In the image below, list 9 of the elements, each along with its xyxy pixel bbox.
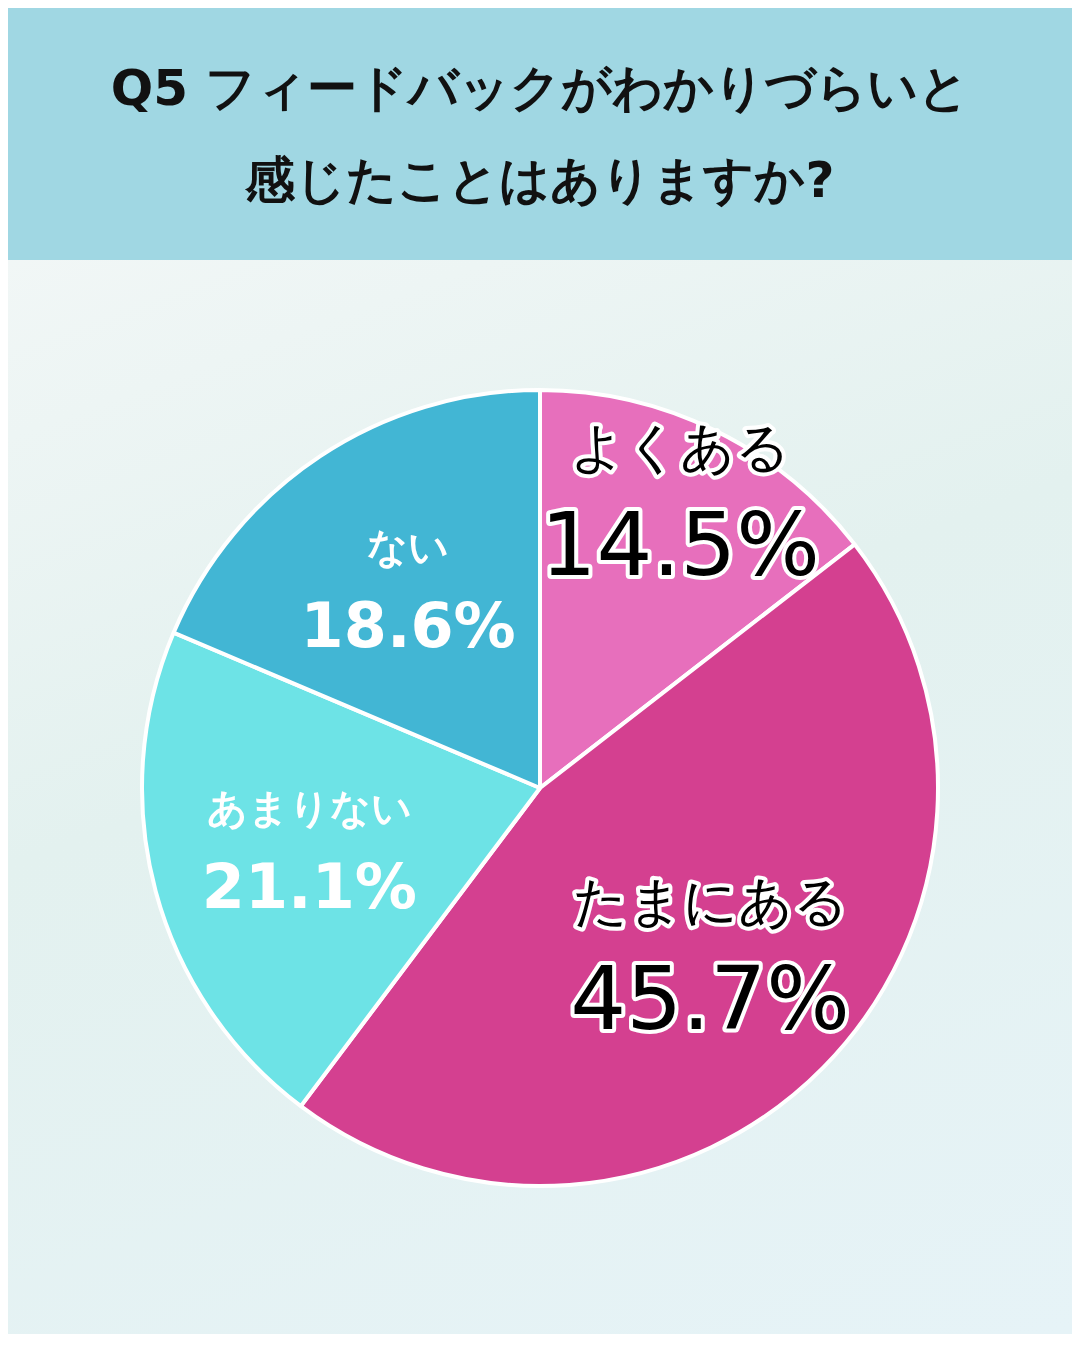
slice-label: あまりない [206, 785, 412, 832]
data-label: 18.6% [300, 589, 516, 663]
data-label: 45.7% [570, 946, 850, 1050]
slice-label: ない [367, 524, 450, 571]
slice-label: よくある [570, 416, 791, 480]
data-label: 21.1% [201, 850, 417, 924]
chart-title: Q5 フィードバックがわかりづらいと感じたことはありますか? [109, 58, 971, 211]
slice-label: たまにある [572, 869, 848, 933]
data-label: 14.5% [540, 492, 820, 596]
